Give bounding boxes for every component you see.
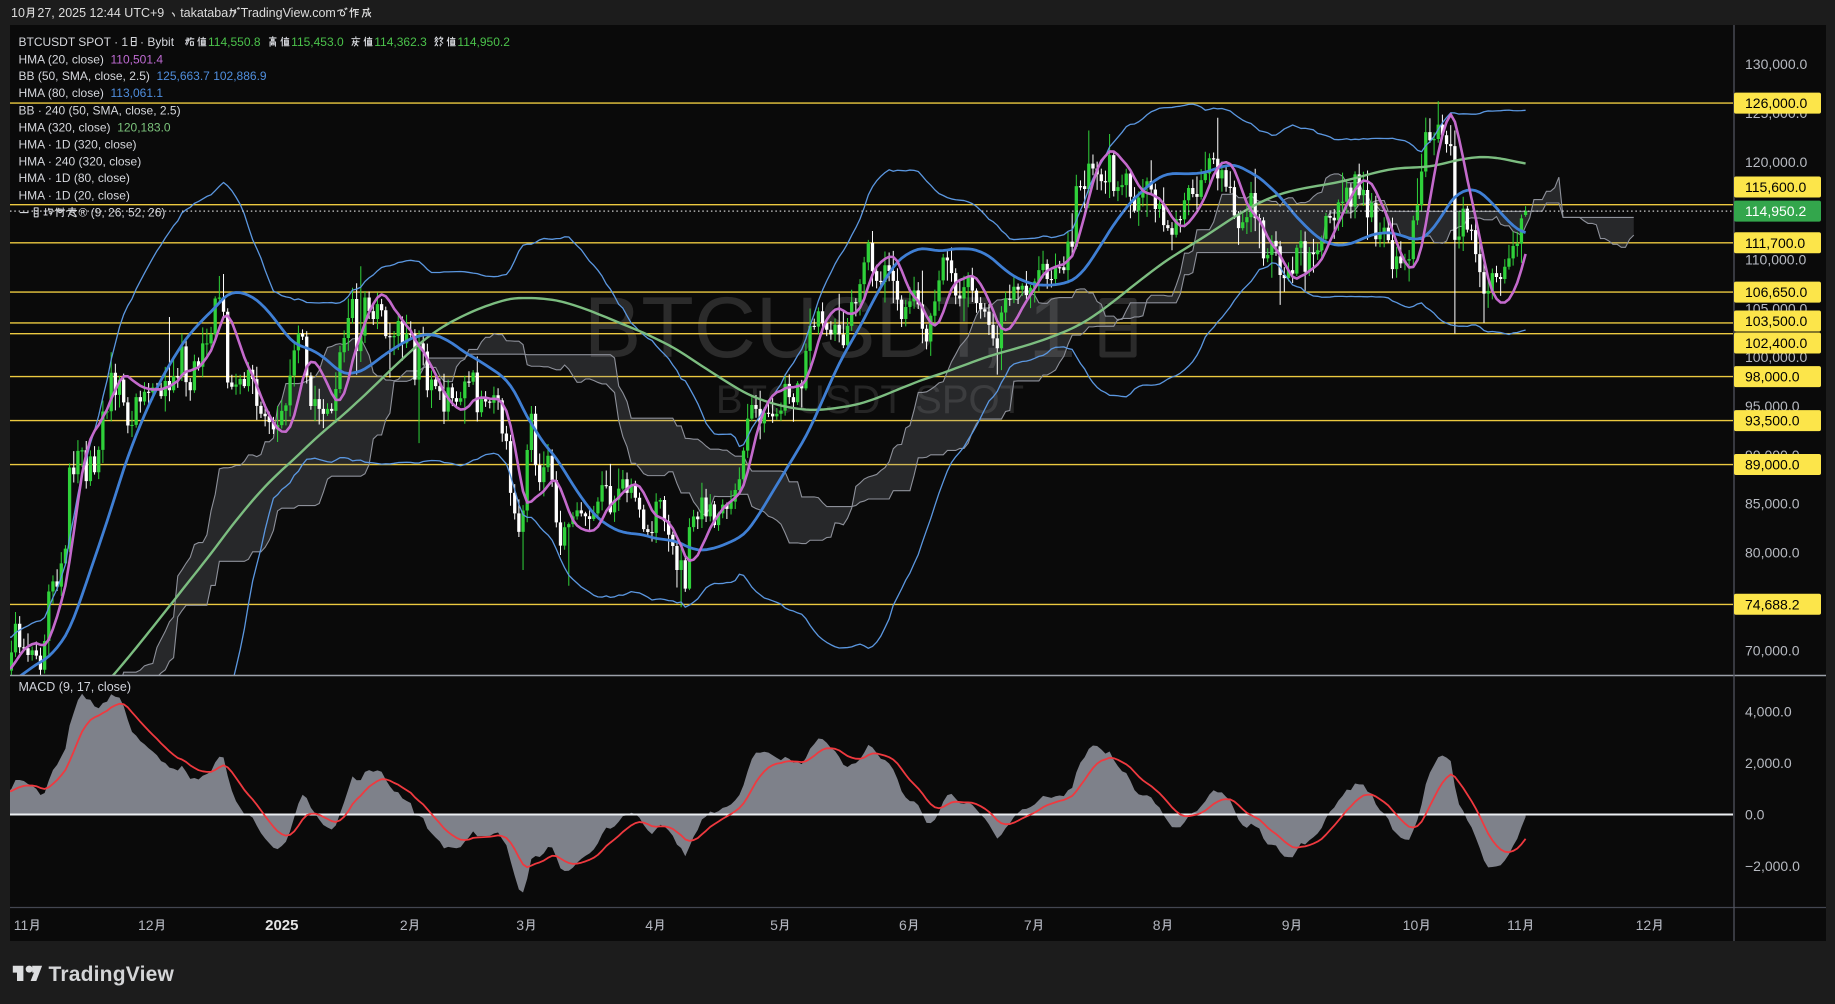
svg-text:115,600.0: 115,600.0 bbox=[1745, 179, 1806, 195]
svg-text:114,550.8: 114,550.8 bbox=[208, 35, 261, 49]
svg-text:2025: 2025 bbox=[265, 917, 298, 934]
svg-text:2,000.0: 2,000.0 bbox=[1745, 755, 1792, 771]
svg-text:MACD (9, 17, close): MACD (9, 17, close) bbox=[19, 680, 132, 694]
svg-text:HMA · 240 (320, close): HMA · 240 (320, close) bbox=[19, 154, 142, 168]
svg-text:114,950.2: 114,950.2 bbox=[1745, 203, 1806, 219]
svg-text:BTCUSDT SPOT · 1: BTCUSDT SPOT · 1 bbox=[19, 35, 129, 49]
svg-text:114,362.3: 114,362.3 bbox=[374, 35, 427, 49]
svg-text:HMA · 1D (20, close): HMA · 1D (20, close) bbox=[19, 188, 130, 202]
svg-text:126,000.0: 126,000.0 bbox=[1745, 95, 1807, 111]
svg-text:4,000.0: 4,000.0 bbox=[1745, 704, 1792, 720]
svg-text:4: 4 bbox=[645, 917, 653, 933]
svg-text:130,000.0: 130,000.0 bbox=[1745, 56, 1807, 72]
svg-text:125,663.7 102,886.9: 125,663.7 102,886.9 bbox=[156, 69, 266, 83]
svg-text:98,000.0: 98,000.0 bbox=[1745, 369, 1800, 385]
svg-text:70,000.0: 70,000.0 bbox=[1745, 642, 1800, 658]
svg-text:74,688.2: 74,688.2 bbox=[1745, 596, 1800, 612]
svg-text:TradingView: TradingView bbox=[49, 963, 175, 986]
svg-text:11: 11 bbox=[1507, 917, 1522, 933]
svg-text:80,000.0: 80,000.0 bbox=[1745, 545, 1800, 561]
svg-text:10: 10 bbox=[1403, 917, 1419, 933]
svg-text:89,000.0: 89,000.0 bbox=[1745, 457, 1800, 473]
svg-text:5: 5 bbox=[770, 917, 778, 933]
svg-text:110,000.0: 110,000.0 bbox=[1745, 252, 1806, 268]
svg-text:HMA (320, close): HMA (320, close) bbox=[19, 120, 111, 134]
svg-text:103,500.0: 103,500.0 bbox=[1745, 313, 1807, 329]
svg-text:HMA · 1D (80, close): HMA · 1D (80, close) bbox=[19, 171, 130, 185]
svg-text:9: 9 bbox=[1282, 917, 1290, 933]
svg-text:27, 2025 12:44 UTC+9: 27, 2025 12:44 UTC+9 bbox=[37, 6, 164, 20]
svg-text:3: 3 bbox=[516, 917, 524, 933]
svg-text:HMA · 1D (320, close): HMA · 1D (320, close) bbox=[19, 137, 137, 151]
svg-text:HMA (20, close): HMA (20, close) bbox=[19, 52, 104, 66]
svg-text:102,400.0: 102,400.0 bbox=[1745, 335, 1807, 351]
svg-text:BB · 240 (50, SMA, close, 2.5): BB · 240 (50, SMA, close, 2.5) bbox=[19, 104, 181, 118]
svg-text:12: 12 bbox=[1636, 917, 1652, 933]
svg-text:TradingView.com: TradingView.com bbox=[241, 6, 336, 20]
svg-text:−2,000.0: −2,000.0 bbox=[1745, 858, 1800, 874]
svg-text:0.0: 0.0 bbox=[1745, 807, 1765, 823]
svg-text:· Bybit: · Bybit bbox=[140, 35, 175, 49]
svg-text:2: 2 bbox=[400, 917, 408, 933]
svg-text:111,700.0: 111,700.0 bbox=[1745, 235, 1805, 251]
svg-text:11: 11 bbox=[14, 917, 29, 933]
svg-text:7: 7 bbox=[1024, 917, 1032, 933]
svg-text:12: 12 bbox=[138, 917, 154, 933]
svg-text:113,061.1: 113,061.1 bbox=[111, 86, 164, 100]
svg-text:BB (50, SMA, close, 2.5): BB (50, SMA, close, 2.5) bbox=[19, 69, 150, 83]
svg-text:115,453.0: 115,453.0 bbox=[291, 35, 344, 49]
svg-text:95,000.0: 95,000.0 bbox=[1745, 398, 1800, 414]
svg-text:120,183.0: 120,183.0 bbox=[117, 120, 171, 134]
svg-text:takataba: takataba bbox=[180, 6, 228, 20]
svg-text:8: 8 bbox=[1153, 917, 1161, 933]
svg-text:110,501.4: 110,501.4 bbox=[111, 52, 164, 66]
svg-text:106,650.0: 106,650.0 bbox=[1745, 284, 1807, 300]
svg-text:93,500.0: 93,500.0 bbox=[1745, 413, 1800, 429]
svg-text:85,000.0: 85,000.0 bbox=[1745, 496, 1800, 512]
svg-text:6: 6 bbox=[899, 917, 907, 933]
svg-text:10: 10 bbox=[11, 6, 25, 20]
svg-text:120,000.0: 120,000.0 bbox=[1745, 154, 1807, 170]
svg-text:HMA (80, close): HMA (80, close) bbox=[19, 86, 104, 100]
svg-text:114,950.2: 114,950.2 bbox=[457, 35, 510, 49]
svg-text:® (9, 26, 52, 26): ® (9, 26, 52, 26) bbox=[79, 206, 166, 220]
